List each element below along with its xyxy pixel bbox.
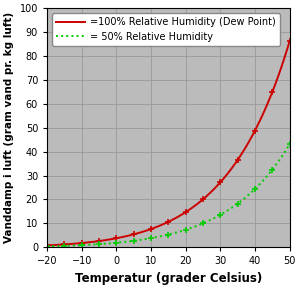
=100% Relative Humidity (Dew Point) <box>152 226 156 230</box>
=100% Relative Humidity (Dew Point) <box>70 242 74 246</box>
Line: = 50% Relative Humidity: = 50% Relative Humidity <box>47 144 290 246</box>
X-axis label: Temperatur (grader Celsius): Temperatur (grader Celsius) <box>75 272 262 285</box>
= 50% Relative Humidity <box>70 244 74 247</box>
Legend: =100% Relative Humidity (Dew Point), = 50% Relative Humidity: =100% Relative Humidity (Dew Point), = 5… <box>52 13 280 46</box>
= 50% Relative Humidity <box>45 244 49 248</box>
=100% Relative Humidity (Dew Point) <box>288 39 291 43</box>
=100% Relative Humidity (Dew Point) <box>45 244 49 247</box>
Line: =100% Relative Humidity (Dew Point): =100% Relative Humidity (Dew Point) <box>47 41 290 245</box>
= 50% Relative Humidity <box>234 203 238 206</box>
=100% Relative Humidity (Dew Point) <box>143 229 147 233</box>
Y-axis label: Vanddamp i luft (gram vand pr. kg luft): Vanddamp i luft (gram vand pr. kg luft) <box>4 12 14 243</box>
= 50% Relative Humidity <box>212 216 215 220</box>
=100% Relative Humidity (Dew Point) <box>212 188 215 191</box>
=100% Relative Humidity (Dew Point) <box>234 160 238 164</box>
=100% Relative Humidity (Dew Point) <box>239 154 242 157</box>
= 50% Relative Humidity <box>288 142 291 146</box>
= 50% Relative Humidity <box>239 200 242 203</box>
= 50% Relative Humidity <box>143 237 147 241</box>
= 50% Relative Humidity <box>152 236 156 239</box>
